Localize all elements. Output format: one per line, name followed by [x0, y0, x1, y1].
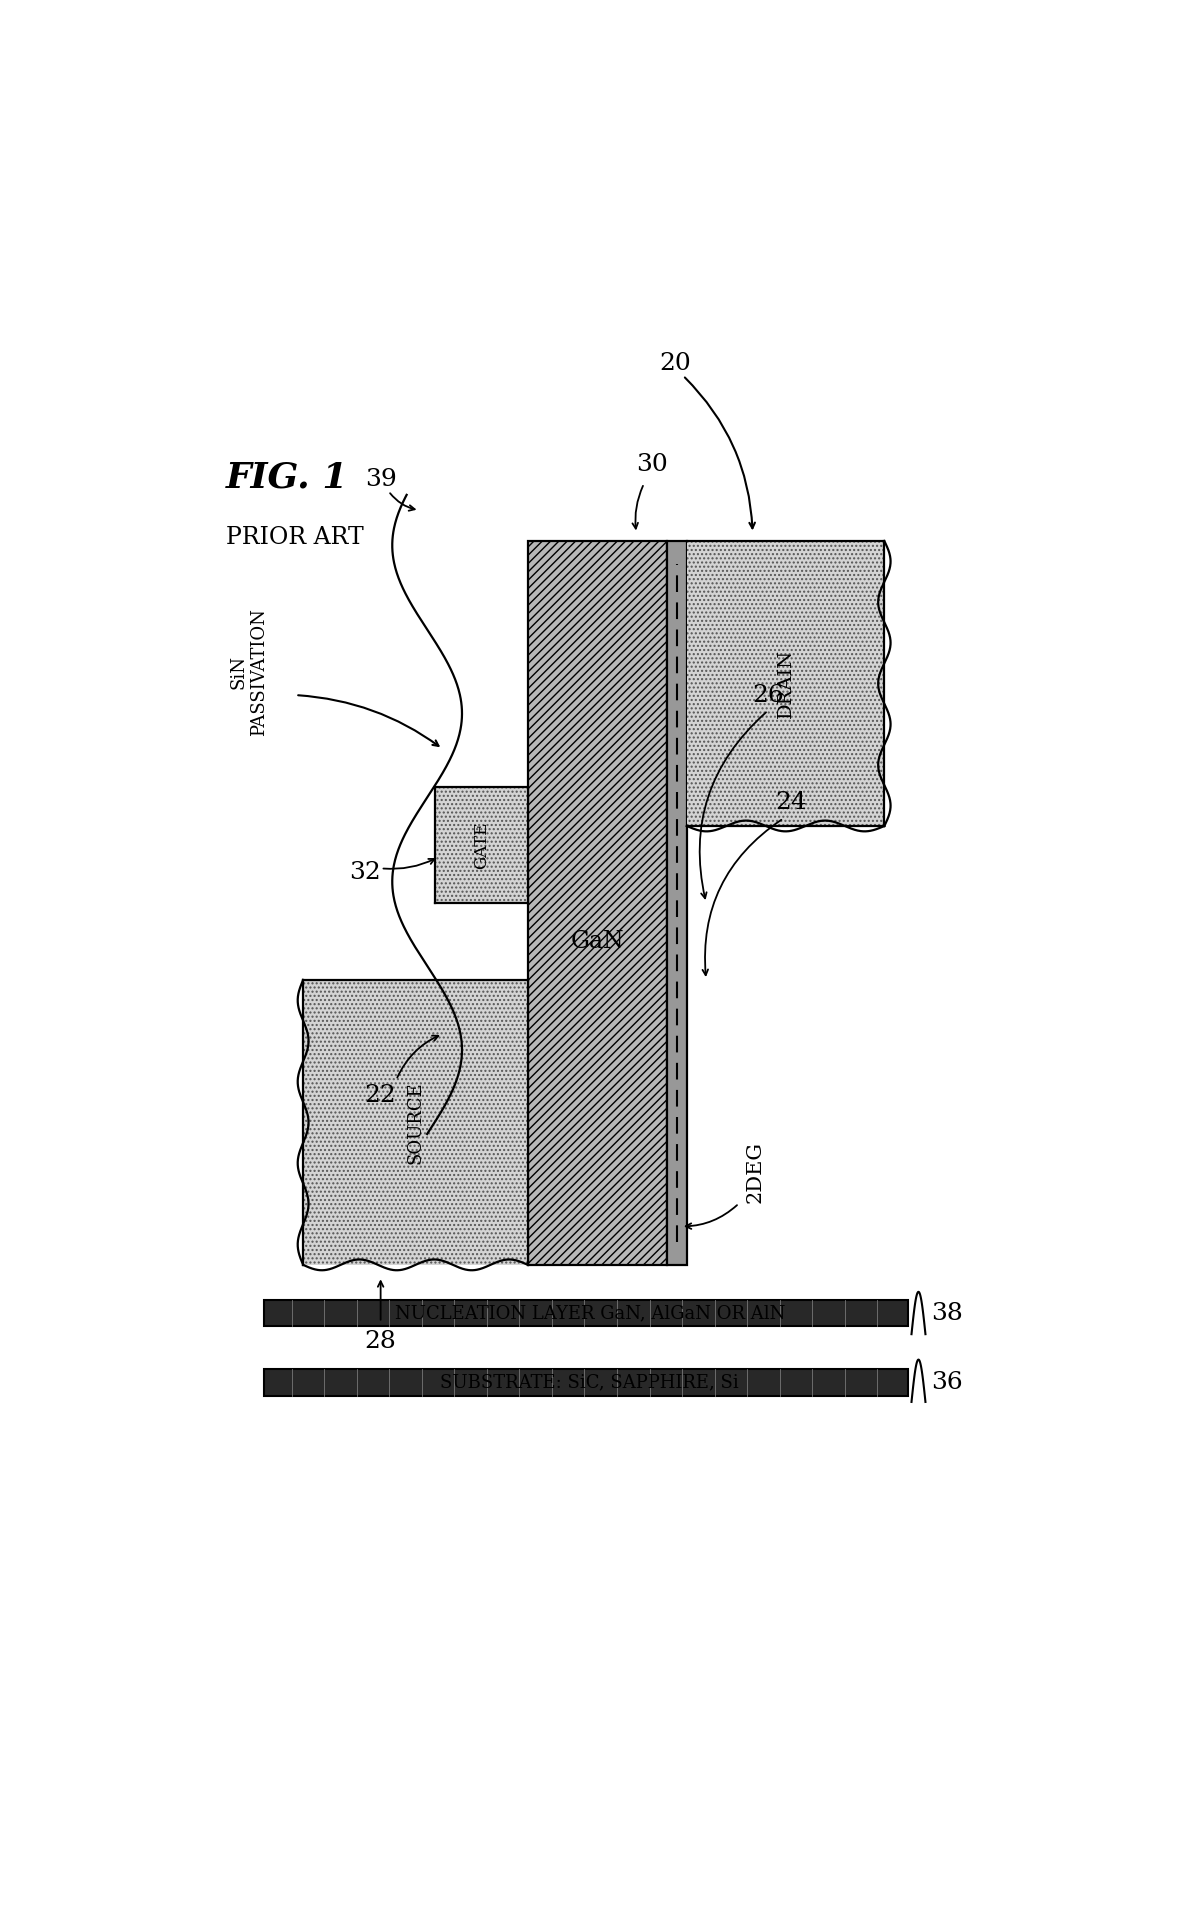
Text: 32: 32	[350, 862, 382, 885]
Bar	[687, 540, 884, 827]
Text: NUCLEATION LAYER GaN, AlGaN OR AlN: NUCLEATION LAYER GaN, AlGaN OR AlN	[395, 1304, 784, 1323]
Bar	[527, 540, 667, 1265]
Text: 30: 30	[636, 452, 668, 475]
Text: SiN
PASSIVATION: SiN PASSIVATION	[230, 608, 268, 737]
Text: SOURCE: SOURCE	[406, 1081, 424, 1163]
Text: PRIOR ART: PRIOR ART	[225, 525, 364, 548]
Text: 26: 26	[752, 683, 784, 706]
Text: FIG. 1: FIG. 1	[225, 462, 348, 494]
Text: 24: 24	[775, 792, 807, 813]
Text: 2DEG: 2DEG	[745, 1142, 764, 1204]
Text: 20: 20	[659, 352, 691, 375]
Bar	[527, 540, 667, 1265]
Bar	[264, 1369, 908, 1396]
Bar	[667, 540, 687, 1265]
Text: SUBSTRATE: SiC, SAPPHIRE, Si: SUBSTRATE: SiC, SAPPHIRE, Si	[441, 1373, 739, 1392]
Bar	[435, 788, 527, 904]
Text: GATE: GATE	[473, 821, 489, 869]
Text: 28: 28	[365, 1331, 397, 1354]
Text: 22: 22	[365, 1085, 397, 1108]
Bar	[264, 1300, 908, 1327]
Bar	[435, 788, 527, 904]
Bar	[303, 981, 527, 1265]
Text: 38: 38	[931, 1302, 962, 1325]
Text: DRAIN: DRAIN	[776, 648, 795, 717]
Bar	[303, 981, 527, 1265]
Text: 36: 36	[931, 1371, 962, 1394]
Text: 39: 39	[365, 467, 397, 490]
Bar	[687, 540, 884, 827]
Text: GaN: GaN	[571, 931, 624, 954]
